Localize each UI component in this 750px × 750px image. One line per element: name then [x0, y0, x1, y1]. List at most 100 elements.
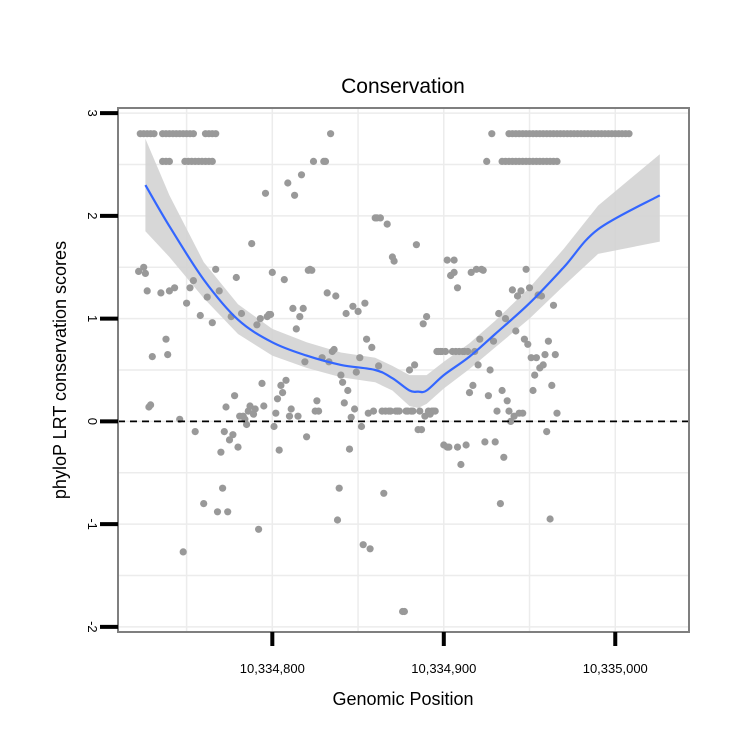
data-point [520, 335, 529, 343]
data-point [289, 304, 297, 312]
data-point [508, 286, 516, 294]
data-point [457, 460, 465, 469]
data-point [345, 445, 354, 453]
data-point [453, 284, 462, 292]
data-point [313, 397, 321, 405]
data-point [469, 381, 477, 389]
data-point [261, 189, 270, 197]
data-point [282, 376, 290, 384]
data-point [277, 381, 285, 389]
data-point [453, 443, 462, 451]
data-point [419, 320, 427, 328]
data-point [251, 405, 259, 413]
data-point [375, 362, 383, 370]
data-point [337, 371, 345, 379]
data-point [275, 446, 283, 454]
data-point [285, 412, 294, 420]
data-point [215, 287, 223, 295]
data-point [423, 313, 431, 321]
data-point [369, 407, 378, 415]
data-point [260, 402, 268, 410]
data-point [246, 402, 254, 410]
data-point [450, 268, 458, 276]
data-point [405, 366, 414, 374]
data-point [488, 130, 496, 138]
plot-frame [117, 107, 690, 633]
y-tick-label: 1 [85, 315, 100, 322]
data-point [237, 309, 246, 318]
data-point [483, 157, 491, 165]
data-point [273, 395, 282, 403]
data-point [339, 378, 347, 386]
x-tick-label: 10,335,000 [583, 661, 648, 676]
data-point [544, 337, 553, 345]
data-point [489, 337, 498, 345]
data-point [441, 347, 450, 356]
data-point [361, 299, 369, 307]
data-point [297, 171, 306, 179]
y-tick-label: 0 [85, 418, 100, 425]
data-point [366, 545, 374, 553]
data-point [299, 304, 307, 312]
data-point [476, 335, 484, 343]
data-point [481, 438, 489, 446]
data-point [327, 130, 335, 138]
data-point [479, 266, 487, 274]
data-point [183, 299, 191, 307]
data-point [543, 428, 551, 436]
data-point [548, 381, 556, 389]
x-tick-label: 10,334,900 [411, 661, 476, 676]
data-point [140, 263, 148, 271]
data-point [387, 407, 395, 415]
data-point [296, 313, 304, 321]
data-point [219, 484, 227, 492]
data-point [484, 392, 492, 400]
data-point [517, 287, 525, 295]
data-point [359, 541, 367, 549]
data-point [255, 525, 263, 533]
data-point [147, 401, 155, 409]
confidence-band [145, 138, 660, 409]
data-point [498, 386, 506, 395]
data-point [248, 240, 256, 248]
data-point [291, 191, 299, 199]
data-point [301, 358, 309, 366]
y-axis-ticks: -2 -1 0 1 2 3 [85, 110, 118, 633]
data-point [474, 361, 482, 369]
data-point [512, 327, 520, 335]
data-point [395, 407, 403, 415]
data-point [625, 130, 633, 138]
data-point [390, 257, 398, 265]
data-point [465, 389, 474, 397]
data-point [347, 413, 355, 421]
data-point [280, 276, 288, 284]
data-point [229, 431, 237, 439]
data-point [330, 345, 338, 354]
data-point [217, 448, 225, 456]
y-axis-label: phyloP LRT conservation scores [50, 241, 70, 499]
data-point [268, 268, 276, 276]
data-point [553, 157, 561, 165]
data-point [409, 407, 417, 415]
data-point [165, 157, 173, 165]
data-points [135, 130, 633, 616]
data-point [527, 354, 535, 362]
data-point [344, 386, 352, 395]
data-point [531, 371, 539, 379]
data-point [551, 351, 559, 359]
x-axis-label: Genomic Position [332, 689, 473, 709]
data-point [340, 399, 348, 407]
data-point [258, 379, 266, 387]
data-point [186, 284, 194, 292]
data-point [287, 405, 295, 413]
data-point [200, 500, 208, 508]
data-point [493, 407, 501, 415]
y-tick-label: 2 [85, 212, 100, 219]
data-point [253, 321, 261, 329]
data-point [294, 412, 302, 420]
data-point [467, 268, 475, 276]
data-point [225, 436, 234, 444]
data-point [164, 351, 172, 359]
data-point [368, 343, 376, 351]
